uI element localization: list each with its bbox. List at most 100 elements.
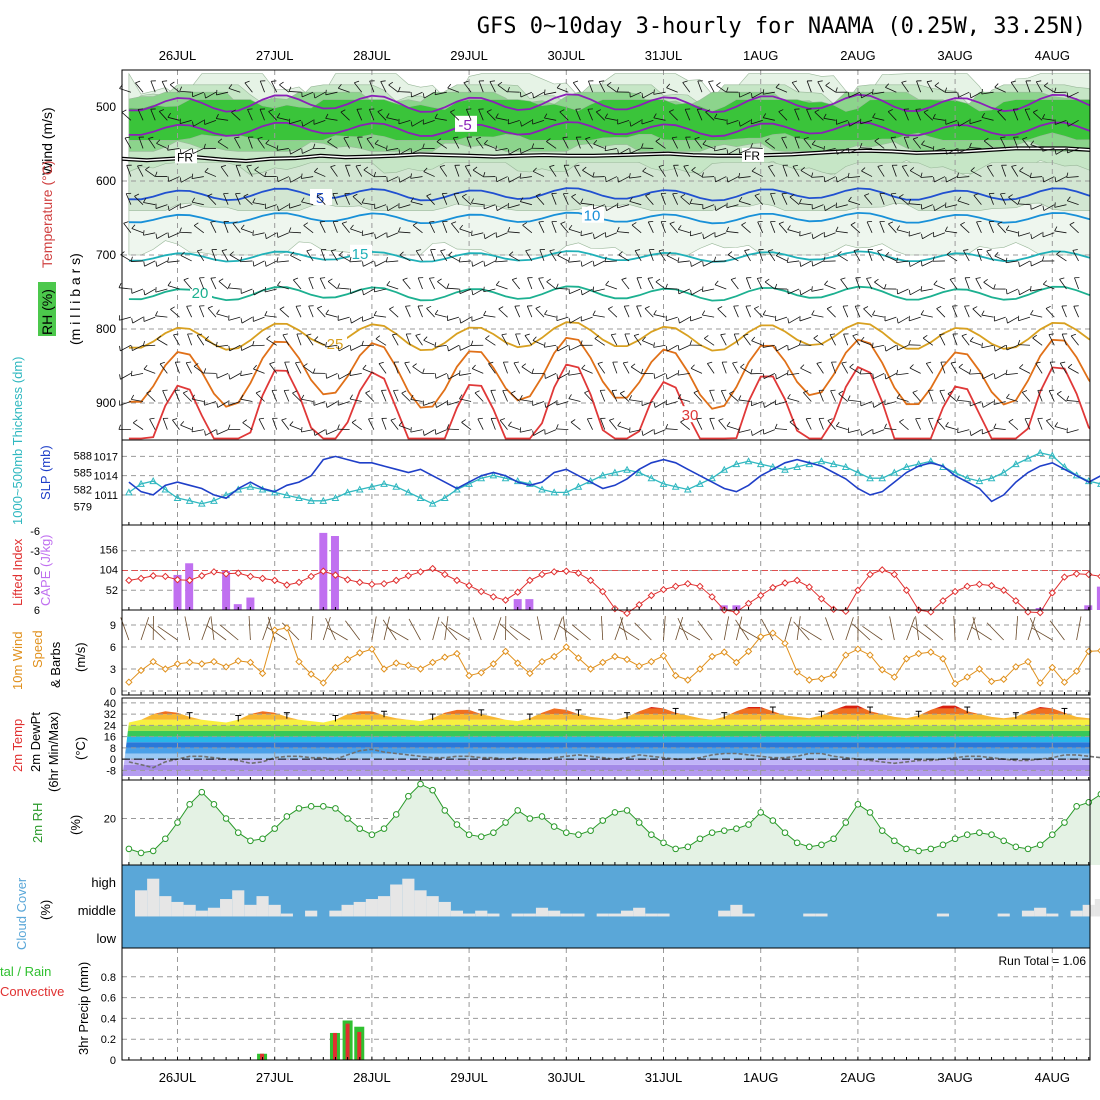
wind-barb — [874, 140, 885, 149]
wind-speed-line-point — [623, 655, 631, 664]
wind-barb — [317, 307, 326, 318]
wind-barb — [223, 193, 229, 205]
wind10m-barb — [924, 624, 944, 641]
wind-barb-flag — [898, 194, 904, 198]
wind-barb — [666, 401, 678, 406]
wind-barb-flag — [642, 167, 647, 172]
wind-barb-flag — [240, 370, 242, 376]
thickness-line-point — [1036, 448, 1044, 456]
wind-barb-flag — [827, 418, 833, 421]
wind-barb — [375, 338, 387, 346]
wind-barb-flag — [459, 394, 463, 400]
wind-barb-flag — [169, 81, 175, 86]
wind-barb — [253, 260, 265, 267]
wind-barb — [1032, 111, 1043, 121]
wind-barb — [448, 373, 460, 380]
rh-line-point — [186, 801, 193, 808]
wind-barb-flag — [896, 369, 899, 375]
wind-barb — [631, 224, 642, 234]
wind-barb-flag — [824, 280, 828, 285]
wind-barb-flag — [355, 164, 361, 167]
thickness-line-point — [963, 474, 972, 482]
wind-barb-flag — [768, 164, 774, 167]
wind-barb — [950, 362, 958, 374]
wind-barb — [1000, 137, 1007, 149]
wind-barb — [767, 250, 776, 262]
wind-barb-flag — [1042, 205, 1045, 211]
lifted-index-line-point — [246, 572, 255, 581]
wind-speed-line-point — [501, 647, 510, 656]
wind-barb — [823, 117, 836, 121]
wind-barb-flag — [519, 394, 523, 400]
wind-barb — [751, 170, 763, 177]
thickness-line-point — [647, 474, 656, 482]
wind-barb — [680, 196, 691, 205]
wind-barb — [775, 428, 788, 431]
wind-barb-flag — [186, 305, 192, 307]
wind-barb — [741, 224, 751, 234]
wind-barb — [513, 362, 521, 374]
lifted-index-line-point — [671, 582, 680, 591]
wind-barb — [132, 422, 144, 430]
wind-barb — [939, 390, 946, 402]
wind-barb — [211, 249, 217, 262]
wind-barb — [775, 401, 788, 406]
wind-barb-flag — [143, 261, 145, 267]
wind-barb — [180, 204, 192, 209]
lifted-index-line-point — [222, 570, 230, 578]
wind-barb-flag — [596, 109, 601, 113]
wind-barb-flag — [489, 80, 495, 82]
wind-barb — [778, 111, 788, 121]
wind-barb-flag — [877, 249, 883, 252]
label-millibars: (m i l l i b a r s) — [67, 253, 83, 345]
thickness-line-point — [793, 462, 801, 470]
label-lifted-index: Lifted Index — [10, 538, 25, 606]
wind-barb — [1059, 362, 1067, 374]
wind-speed-line-point — [817, 674, 826, 683]
wind-barb — [714, 148, 727, 152]
wind-barb-flag — [459, 224, 464, 230]
wind-barb-flag — [380, 80, 386, 82]
wind-barb-flag — [775, 374, 777, 380]
thickness-line-point — [890, 468, 899, 476]
wind-barb — [1019, 367, 1031, 374]
wind-barb — [863, 308, 873, 318]
wind-barb — [204, 119, 217, 125]
y-tick-label: 500 — [96, 100, 116, 114]
wind-barb — [398, 425, 411, 431]
wind-barb-flag — [155, 311, 158, 316]
wind-barb — [417, 277, 423, 290]
rh-line-point — [696, 835, 704, 843]
wind-barb-flag — [608, 306, 613, 310]
wind-barb — [465, 109, 472, 121]
wind-barb — [507, 231, 520, 234]
wind-barb — [666, 87, 678, 93]
wind-barb-flag — [204, 336, 209, 341]
wind-barb — [763, 314, 775, 318]
wind-barb-flag — [191, 173, 194, 179]
wind-barb — [873, 373, 885, 380]
rh-line-point — [891, 837, 898, 845]
wind-barb-flag — [634, 249, 641, 251]
rh-line-point — [818, 841, 825, 849]
wind-barb-flag — [653, 342, 655, 348]
wind-speed-line-point — [1085, 647, 1093, 656]
wind-barb-flag — [908, 289, 911, 295]
rh-line-point — [733, 825, 740, 832]
wind-barb — [901, 166, 909, 177]
wind-barb — [535, 195, 545, 205]
wind-barb — [362, 368, 375, 374]
isotherm-line — [128, 187, 1090, 202]
wind-barb — [690, 316, 703, 322]
temp-tick-label: 40 — [104, 698, 116, 710]
wind-barb — [330, 250, 338, 262]
wind-barb — [605, 148, 617, 152]
wind10m-barb — [553, 617, 563, 641]
wind-barb — [398, 91, 411, 93]
wind-barb — [714, 260, 727, 262]
wind-barb — [647, 221, 654, 233]
wind-barb — [595, 111, 606, 121]
rh-color-key — [38, 282, 56, 336]
wind-barb-flag — [119, 345, 121, 351]
